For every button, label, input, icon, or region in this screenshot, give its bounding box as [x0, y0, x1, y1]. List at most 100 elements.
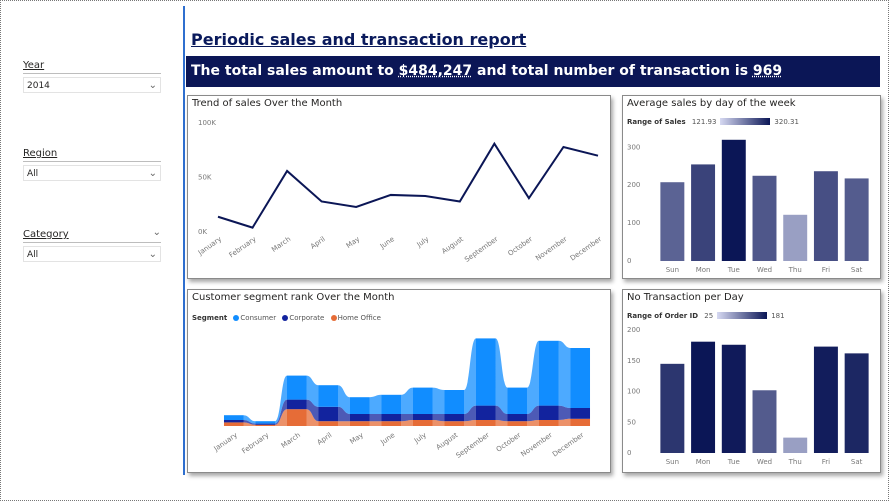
year-dropdown-value: 2014	[27, 81, 50, 91]
banner-prefix: The total sales amount to	[191, 63, 399, 79]
transactions-card[interactable]: No Transaction per Day Range of Order ID…	[622, 289, 881, 473]
x-tick-label: July	[415, 235, 431, 249]
ribbon-corporate-connector	[369, 414, 382, 422]
ribbon-consumer-connector	[432, 387, 445, 414]
avg-sales-title: Average sales by day of the week	[627, 98, 796, 109]
x-tick-label: Sun	[666, 458, 679, 466]
x-tick-label: Mon	[696, 458, 711, 466]
sales-trend-line	[217, 141, 599, 229]
sales-trend-card[interactable]: Trend of sales Over the Month 100K 50K 0K J…	[187, 95, 611, 279]
segment-rank-chart: January February March April May June July Augu…	[212, 338, 591, 460]
ribbon-corporate-connector	[558, 405, 571, 420]
ribbon-home-office-connector	[432, 420, 445, 426]
transactions-legend: Range of Order ID 25 181	[627, 312, 785, 320]
color-gradient	[717, 312, 768, 319]
ribbon-home-office-july	[412, 420, 433, 426]
ribbon-home-office-connector	[527, 420, 539, 426]
transactions-legend-min: 25	[704, 312, 714, 320]
chevron-down-icon[interactable]: ⌄	[148, 249, 157, 260]
x-tick-label: June	[378, 431, 396, 447]
chevron-down-icon[interactable]: ⌄	[148, 80, 157, 91]
avg-sales-card[interactable]: Average sales by day of the week Range o…	[622, 95, 881, 279]
x-tick-label: December	[569, 235, 603, 262]
x-tick-label: Sat	[851, 266, 863, 274]
bar-thu	[783, 214, 808, 261]
bar-sun	[660, 182, 685, 261]
ribbon-home-office-connector	[338, 421, 350, 426]
ribbon-corporate-connector	[432, 414, 445, 422]
transactions-legend-max: 181	[771, 312, 785, 320]
y-tick-label: 200	[627, 181, 640, 189]
segment-rank-card[interactable]: Customer segment rank Over the Month Seg…	[187, 289, 611, 473]
ribbon-corporate-connector	[527, 405, 539, 422]
category-slicer-text: Category	[23, 229, 69, 240]
ribbon-corporate-may	[349, 414, 370, 422]
bar-sat	[844, 178, 869, 261]
ribbon-consumer-april	[318, 385, 339, 407]
ribbon-corporate-december	[570, 408, 591, 419]
ribbon-corporate-connector	[306, 399, 319, 422]
segment-rank-title: Customer segment rank Over the Month	[192, 292, 395, 303]
ribbon-consumer-january	[223, 415, 244, 420]
category-dropdown[interactable]: All ⌄	[23, 246, 161, 262]
segment-legend: Segment Consumer Corporate Home Office	[192, 314, 381, 322]
consumer-legend-marker	[233, 315, 240, 321]
ribbon-home-office-april	[318, 421, 339, 426]
divider-line	[183, 6, 185, 475]
ribbon-home-office-november	[538, 420, 559, 426]
ribbon-consumer-connector	[401, 387, 413, 414]
page-title: Periodic sales and transaction report	[191, 30, 527, 49]
chevron-down-icon[interactable]: ⌄	[152, 227, 161, 238]
corporate-legend-marker	[282, 315, 289, 321]
ribbon-consumer-may	[349, 397, 370, 414]
ribbon-home-office-september	[475, 420, 496, 426]
x-tick-label: Tue	[727, 458, 740, 466]
bar-sat	[844, 353, 869, 453]
ribbon-home-office-connector	[401, 420, 413, 426]
x-tick-label: August	[435, 431, 460, 452]
bar-sun	[660, 363, 685, 453]
x-tick-label: October	[495, 431, 523, 454]
x-tick-label: January	[196, 235, 223, 257]
year-dropdown[interactable]: 2014 ⌄	[23, 77, 161, 93]
region-dropdown[interactable]: All ⌄	[23, 165, 161, 181]
y-tick-label: 100K	[198, 119, 216, 127]
ribbon-consumer-connector	[464, 338, 476, 414]
year-slicer[interactable]: Year 2014 ⌄	[23, 60, 161, 93]
x-tick-label: March	[280, 431, 302, 450]
ribbon-corporate-september	[475, 405, 496, 420]
avg-sales-chart: 300 200 100 0 Sun Mon Tue Wed Thu Fri Sat	[627, 139, 869, 274]
y-tick-label: 300	[627, 143, 640, 151]
ribbon-home-office-october	[507, 421, 528, 426]
avg-sales-legend: Range of Sales 121.93 320.31	[627, 118, 799, 126]
ribbon-home-office-december	[570, 418, 591, 426]
x-tick-label: Thu	[788, 266, 802, 274]
bar-tue	[721, 344, 746, 453]
ribbon-corporate-august	[444, 414, 465, 422]
x-tick-label: Wed	[757, 266, 772, 274]
ribbon-consumer-connector	[495, 338, 508, 414]
x-tick-label: May	[345, 235, 361, 250]
segment-legend-title: Segment	[192, 314, 228, 322]
ribbon-home-office-june	[381, 421, 402, 426]
ribbon-home-office-connector	[558, 418, 571, 426]
y-tick-label: 0K	[198, 228, 207, 236]
ribbon-consumer-september	[475, 338, 496, 406]
ribbon-consumer-connector	[243, 415, 256, 424]
ribbon-home-office-february	[255, 424, 276, 426]
ribbon-consumer-july	[412, 387, 433, 414]
x-tick-label: Fri	[822, 458, 830, 466]
x-tick-label: February	[228, 235, 258, 259]
transactions-legend-title: Range of Order ID	[627, 312, 699, 320]
region-slicer[interactable]: Region All ⌄	[23, 148, 161, 181]
color-gradient	[720, 118, 771, 125]
x-tick-label: February	[240, 431, 270, 455]
y-tick-label: 200	[627, 326, 640, 334]
y-tick-label: 50K	[198, 174, 212, 182]
region-dropdown-value: All	[27, 169, 39, 179]
home-office-legend-label: Home Office	[337, 314, 381, 322]
chevron-down-icon[interactable]: ⌄	[148, 168, 157, 179]
ribbon-corporate-connector	[464, 405, 476, 422]
category-slicer[interactable]: Category ⌄ All ⌄	[23, 227, 161, 262]
